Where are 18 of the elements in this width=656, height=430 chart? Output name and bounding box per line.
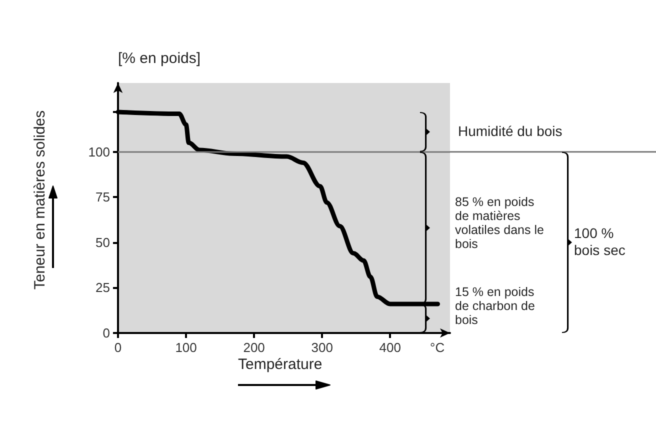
x-tick-label: 400 [379, 340, 401, 355]
x-tick-label: 100 [175, 340, 197, 355]
x-tick-label: 200 [243, 340, 265, 355]
y-tick-label: 0 [102, 326, 110, 340]
y-axis-title: Teneur en matières solides [32, 110, 48, 290]
text: [% en poids] [118, 50, 201, 67]
text: 85 % en poids de matières volatiles dans le bois [455, 195, 545, 251]
x-tick-label: 0 [114, 340, 122, 355]
y-tick-label: 25 [96, 280, 110, 296]
y-tick-label: 50 [96, 234, 110, 250]
y-tick-label: 100 [88, 144, 110, 160]
y-tick-label: 75 [96, 190, 110, 205]
x-axis-title: Température [238, 356, 322, 373]
text: 15 % en poids de charbon de bois [455, 285, 536, 327]
x-tick-label: 300 [311, 340, 333, 355]
text: °C [430, 340, 445, 355]
text: Humidité du bois [458, 122, 562, 139]
text: 100 % bois sec [574, 225, 626, 260]
